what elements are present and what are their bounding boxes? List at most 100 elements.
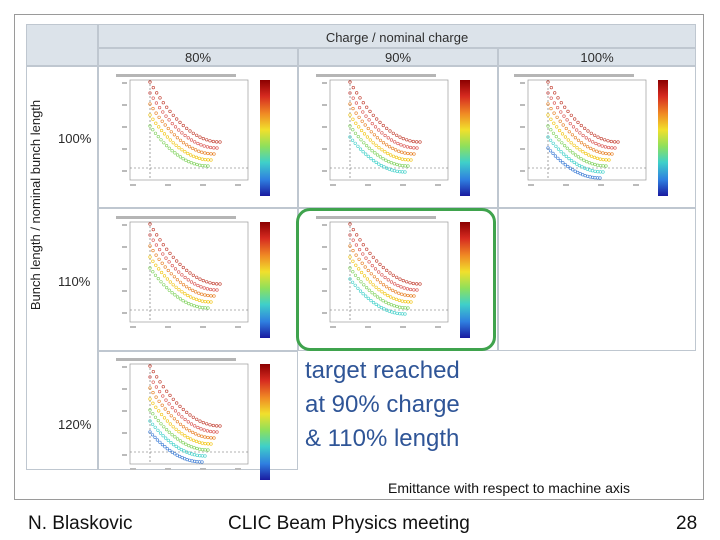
plot-marker bbox=[584, 136, 588, 140]
plot-marker bbox=[571, 168, 575, 172]
plot-marker bbox=[191, 438, 196, 442]
plot-marker bbox=[206, 158, 210, 162]
plot-marker bbox=[384, 158, 388, 162]
column-header-80: 80% bbox=[98, 48, 298, 66]
plot-marker bbox=[171, 283, 175, 287]
plot-marker bbox=[177, 430, 181, 434]
plot-marker bbox=[170, 263, 174, 268]
plot-marker bbox=[386, 278, 390, 282]
plot-marker bbox=[377, 146, 381, 150]
plot-marker bbox=[353, 141, 357, 145]
plot-marker bbox=[203, 448, 207, 452]
plot-marker bbox=[156, 418, 160, 423]
row-label-100: 100% bbox=[58, 131, 92, 146]
plot-marker bbox=[182, 449, 186, 453]
plot-marker bbox=[561, 161, 565, 165]
y-tick-label bbox=[122, 454, 127, 456]
plot-marker bbox=[159, 128, 164, 133]
plot-marker bbox=[393, 282, 397, 286]
plot-marker bbox=[162, 416, 167, 420]
plot-marker bbox=[565, 146, 569, 150]
y-tick-label bbox=[520, 148, 525, 150]
plot-marker bbox=[394, 290, 398, 294]
plot-marker bbox=[392, 304, 396, 308]
plot-marker bbox=[186, 435, 190, 440]
plot-marker bbox=[200, 292, 204, 296]
plot-marker bbox=[374, 160, 378, 164]
plot-marker bbox=[179, 447, 183, 452]
plot-marker bbox=[157, 409, 161, 413]
plot-marker bbox=[203, 164, 207, 168]
plot-marker bbox=[348, 222, 352, 226]
plot-marker bbox=[348, 113, 352, 117]
plot-marker bbox=[546, 124, 550, 128]
plot-marker bbox=[195, 417, 199, 421]
plot-marker bbox=[368, 280, 372, 284]
plot-marker bbox=[348, 277, 352, 281]
plot-marker bbox=[351, 128, 355, 132]
plot-marker bbox=[373, 267, 378, 271]
plot-marker bbox=[185, 126, 189, 131]
plot-marker bbox=[356, 144, 360, 148]
plot-marker bbox=[215, 430, 219, 434]
plot-marker bbox=[148, 244, 152, 248]
plot-marker bbox=[402, 144, 406, 148]
plot-marker bbox=[380, 290, 384, 294]
plot-marker bbox=[575, 162, 579, 166]
plot-marker bbox=[375, 278, 379, 282]
plot-marker bbox=[168, 393, 172, 398]
plot-marker bbox=[354, 121, 358, 125]
plot-marker bbox=[573, 136, 577, 140]
plot-marker bbox=[368, 138, 372, 142]
plot-marker bbox=[589, 154, 594, 158]
colorbar bbox=[260, 80, 270, 196]
plot-marker bbox=[584, 151, 588, 156]
plot-marker bbox=[189, 153, 193, 157]
plot-marker bbox=[151, 248, 155, 253]
plot-marker bbox=[364, 285, 369, 290]
plot-marker bbox=[168, 138, 172, 142]
row-label-110: 110% bbox=[58, 274, 91, 289]
header-title-cell: Charge / nominal charge bbox=[98, 24, 696, 48]
header-corner bbox=[26, 24, 98, 66]
plot-marker bbox=[185, 457, 189, 462]
plot-marker bbox=[201, 278, 205, 283]
plot-marker bbox=[357, 105, 362, 110]
plot-marker bbox=[364, 114, 368, 118]
plot-marker bbox=[555, 125, 559, 129]
plot-marker bbox=[573, 169, 577, 173]
plot-marker bbox=[585, 174, 590, 178]
plot-marker bbox=[181, 265, 185, 270]
plot-marker bbox=[175, 437, 180, 441]
plot-marker bbox=[361, 252, 365, 256]
plot-thumbnail-80-100 bbox=[108, 72, 288, 204]
y-tick-label bbox=[322, 104, 327, 106]
plot-marker bbox=[381, 299, 385, 303]
plot-marker bbox=[387, 287, 392, 291]
emittance-plot-svg bbox=[116, 358, 270, 480]
plot-marker bbox=[187, 458, 192, 462]
plot-marker bbox=[411, 139, 415, 144]
plot-marker bbox=[187, 145, 192, 149]
plot-marker bbox=[164, 114, 168, 118]
plot-marker bbox=[154, 101, 159, 105]
grid-cell bbox=[98, 351, 298, 470]
plot-marker bbox=[556, 156, 560, 160]
plot-marker bbox=[187, 429, 192, 433]
plot-marker bbox=[358, 289, 363, 293]
y-tick-label bbox=[322, 170, 327, 172]
plot-axes-frame bbox=[329, 221, 449, 323]
plot-marker bbox=[386, 293, 390, 298]
plot-marker bbox=[412, 294, 416, 298]
plot-marker bbox=[568, 121, 572, 126]
plot-marker bbox=[203, 306, 207, 310]
plot-marker bbox=[196, 141, 200, 146]
plot-marker bbox=[173, 452, 177, 456]
plot-marker bbox=[364, 152, 368, 156]
plot-marker bbox=[375, 136, 379, 140]
column-label: 100% bbox=[580, 50, 614, 65]
plot-marker bbox=[356, 276, 360, 281]
plot-marker bbox=[172, 275, 176, 279]
plot-marker bbox=[383, 150, 387, 154]
plot-marker bbox=[174, 444, 178, 448]
